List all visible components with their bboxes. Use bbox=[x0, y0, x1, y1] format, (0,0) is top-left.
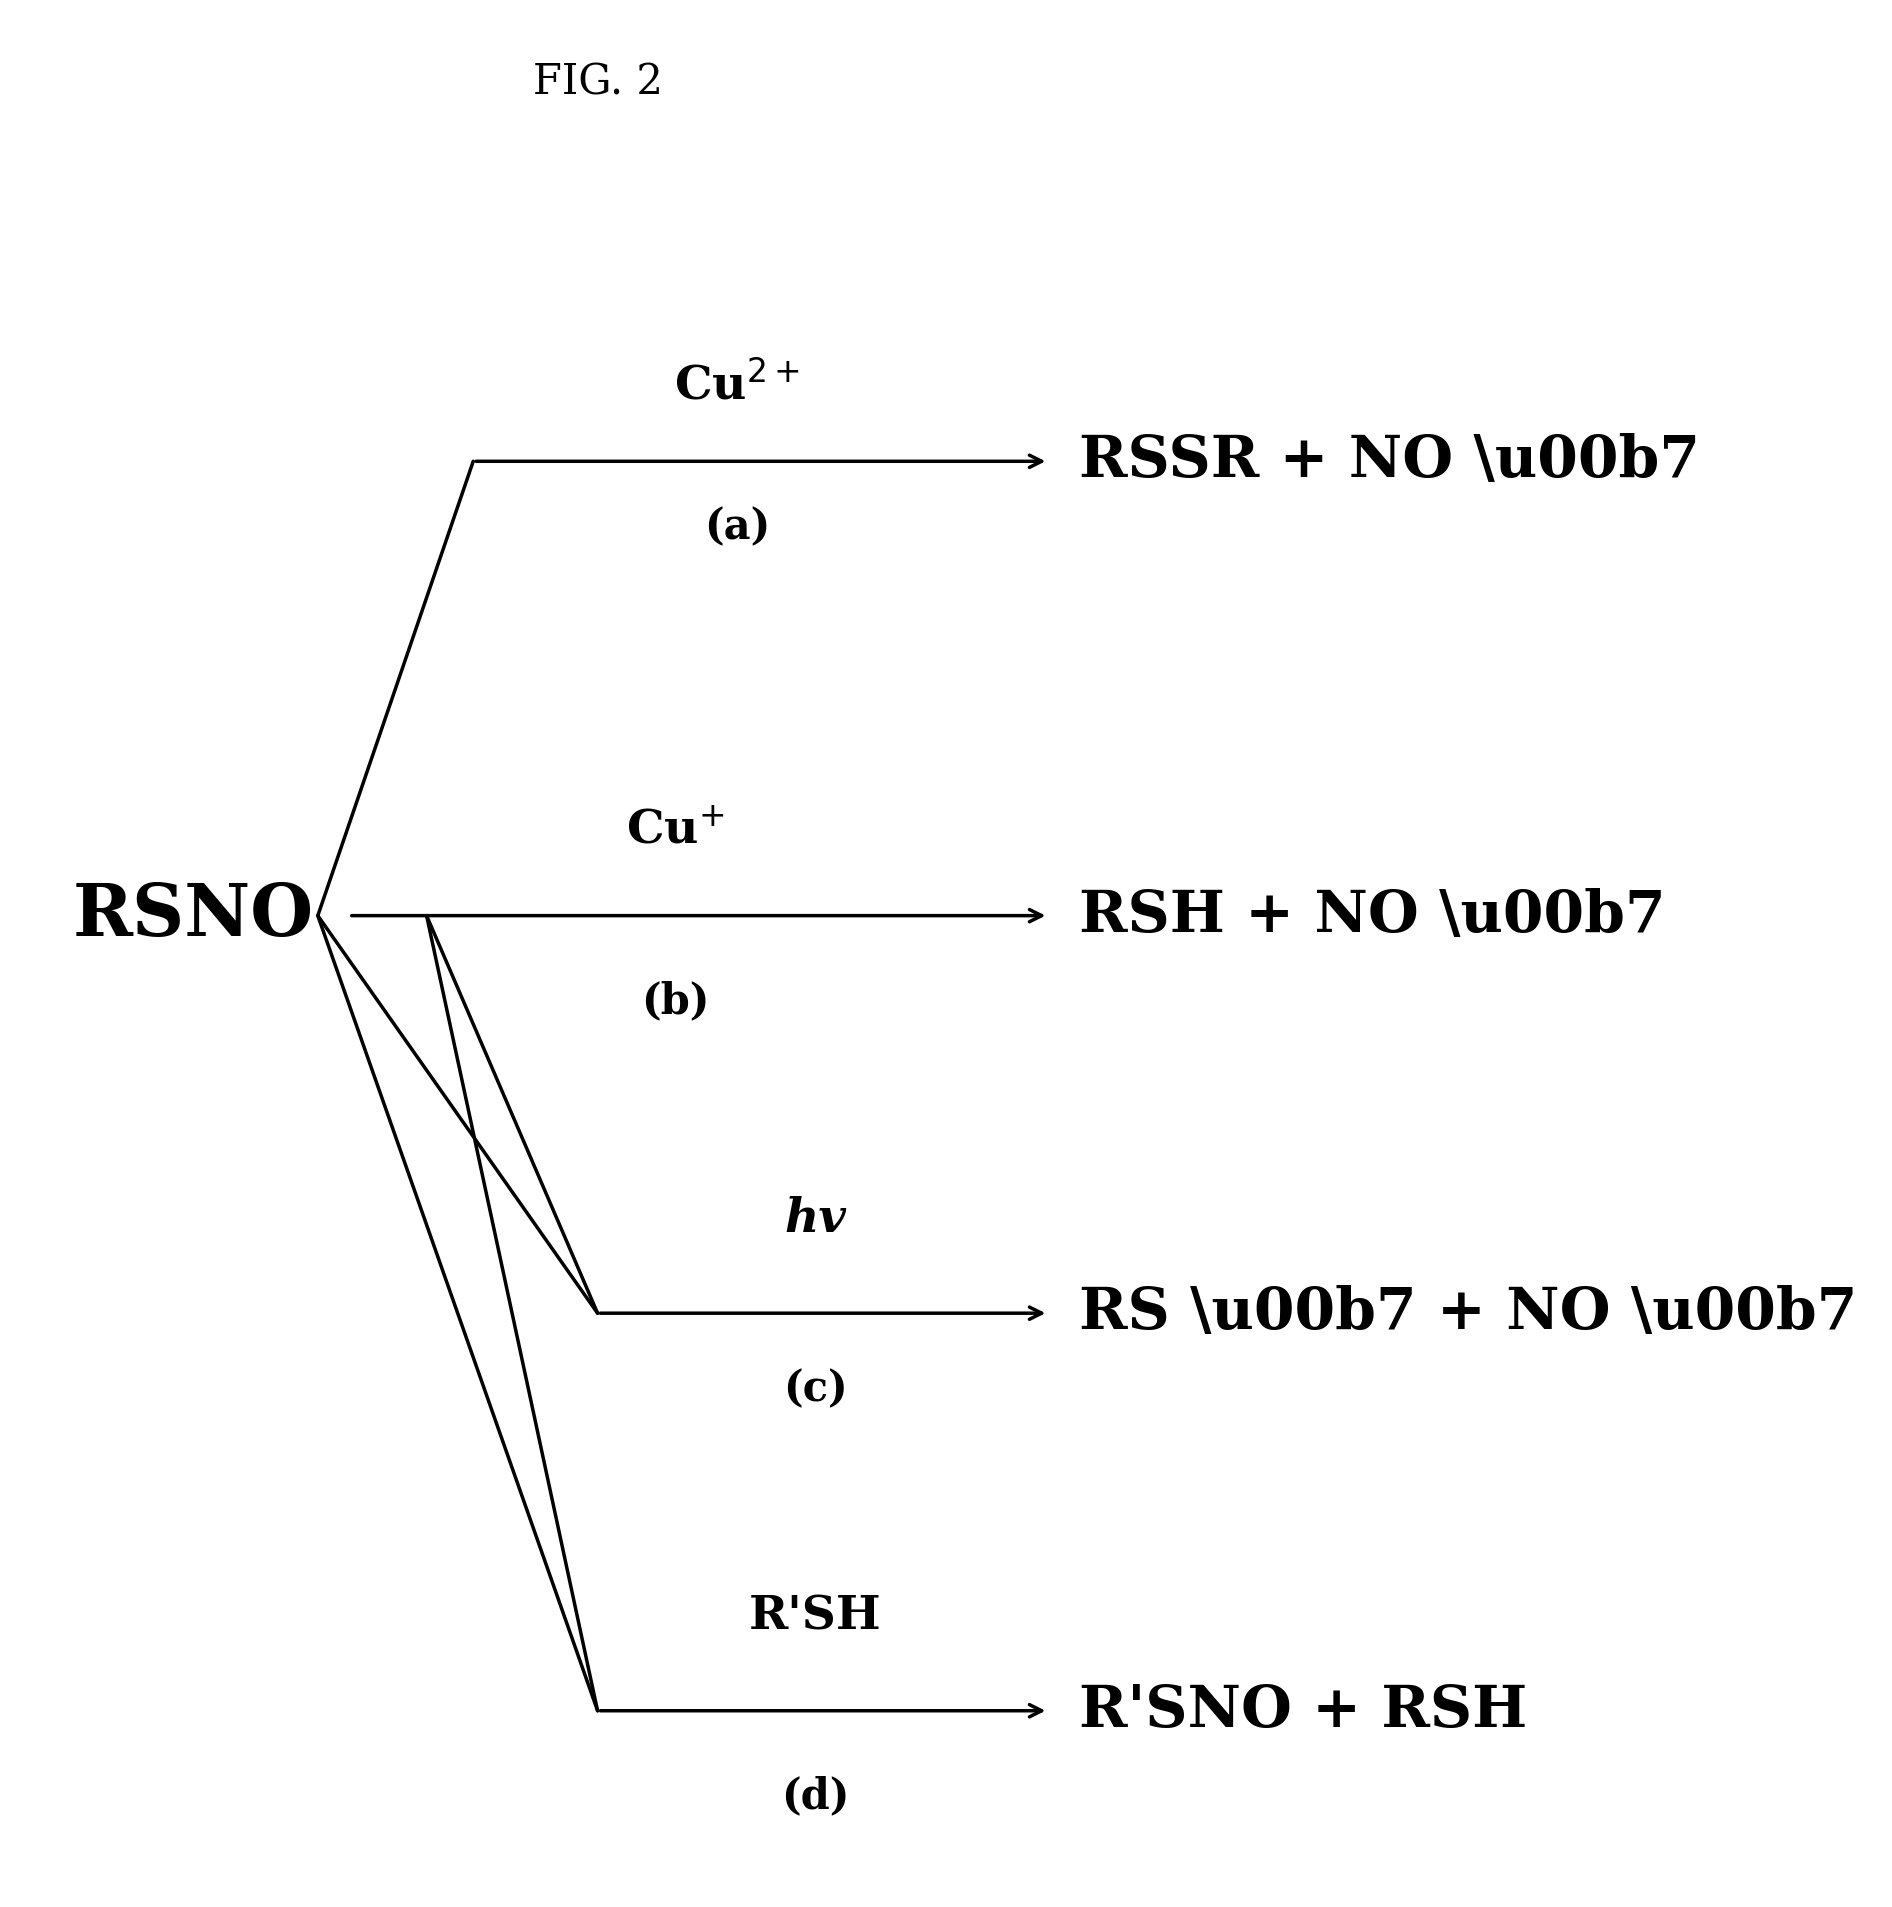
Text: RSNO: RSNO bbox=[74, 881, 314, 952]
Text: (d): (d) bbox=[781, 1775, 850, 1817]
Text: (a): (a) bbox=[704, 507, 770, 549]
Text: R'SH: R'SH bbox=[749, 1592, 882, 1640]
Text: hv: hv bbox=[785, 1196, 846, 1241]
Text: Cu$^{+}$: Cu$^{+}$ bbox=[626, 807, 725, 854]
Text: RSSR + NO \u00b7: RSSR + NO \u00b7 bbox=[1080, 433, 1701, 490]
Text: FIG. 2: FIG. 2 bbox=[532, 61, 662, 103]
Text: R'SNO + RSH: R'SNO + RSH bbox=[1080, 1682, 1527, 1739]
Text: (c): (c) bbox=[783, 1367, 848, 1409]
Text: (b): (b) bbox=[641, 980, 710, 1022]
Text: Cu$^{2+}$: Cu$^{2+}$ bbox=[674, 362, 800, 410]
Text: RSH + NO \u00b7: RSH + NO \u00b7 bbox=[1080, 887, 1667, 944]
Text: RS \u00b7 + NO \u00b7: RS \u00b7 + NO \u00b7 bbox=[1080, 1285, 1858, 1341]
